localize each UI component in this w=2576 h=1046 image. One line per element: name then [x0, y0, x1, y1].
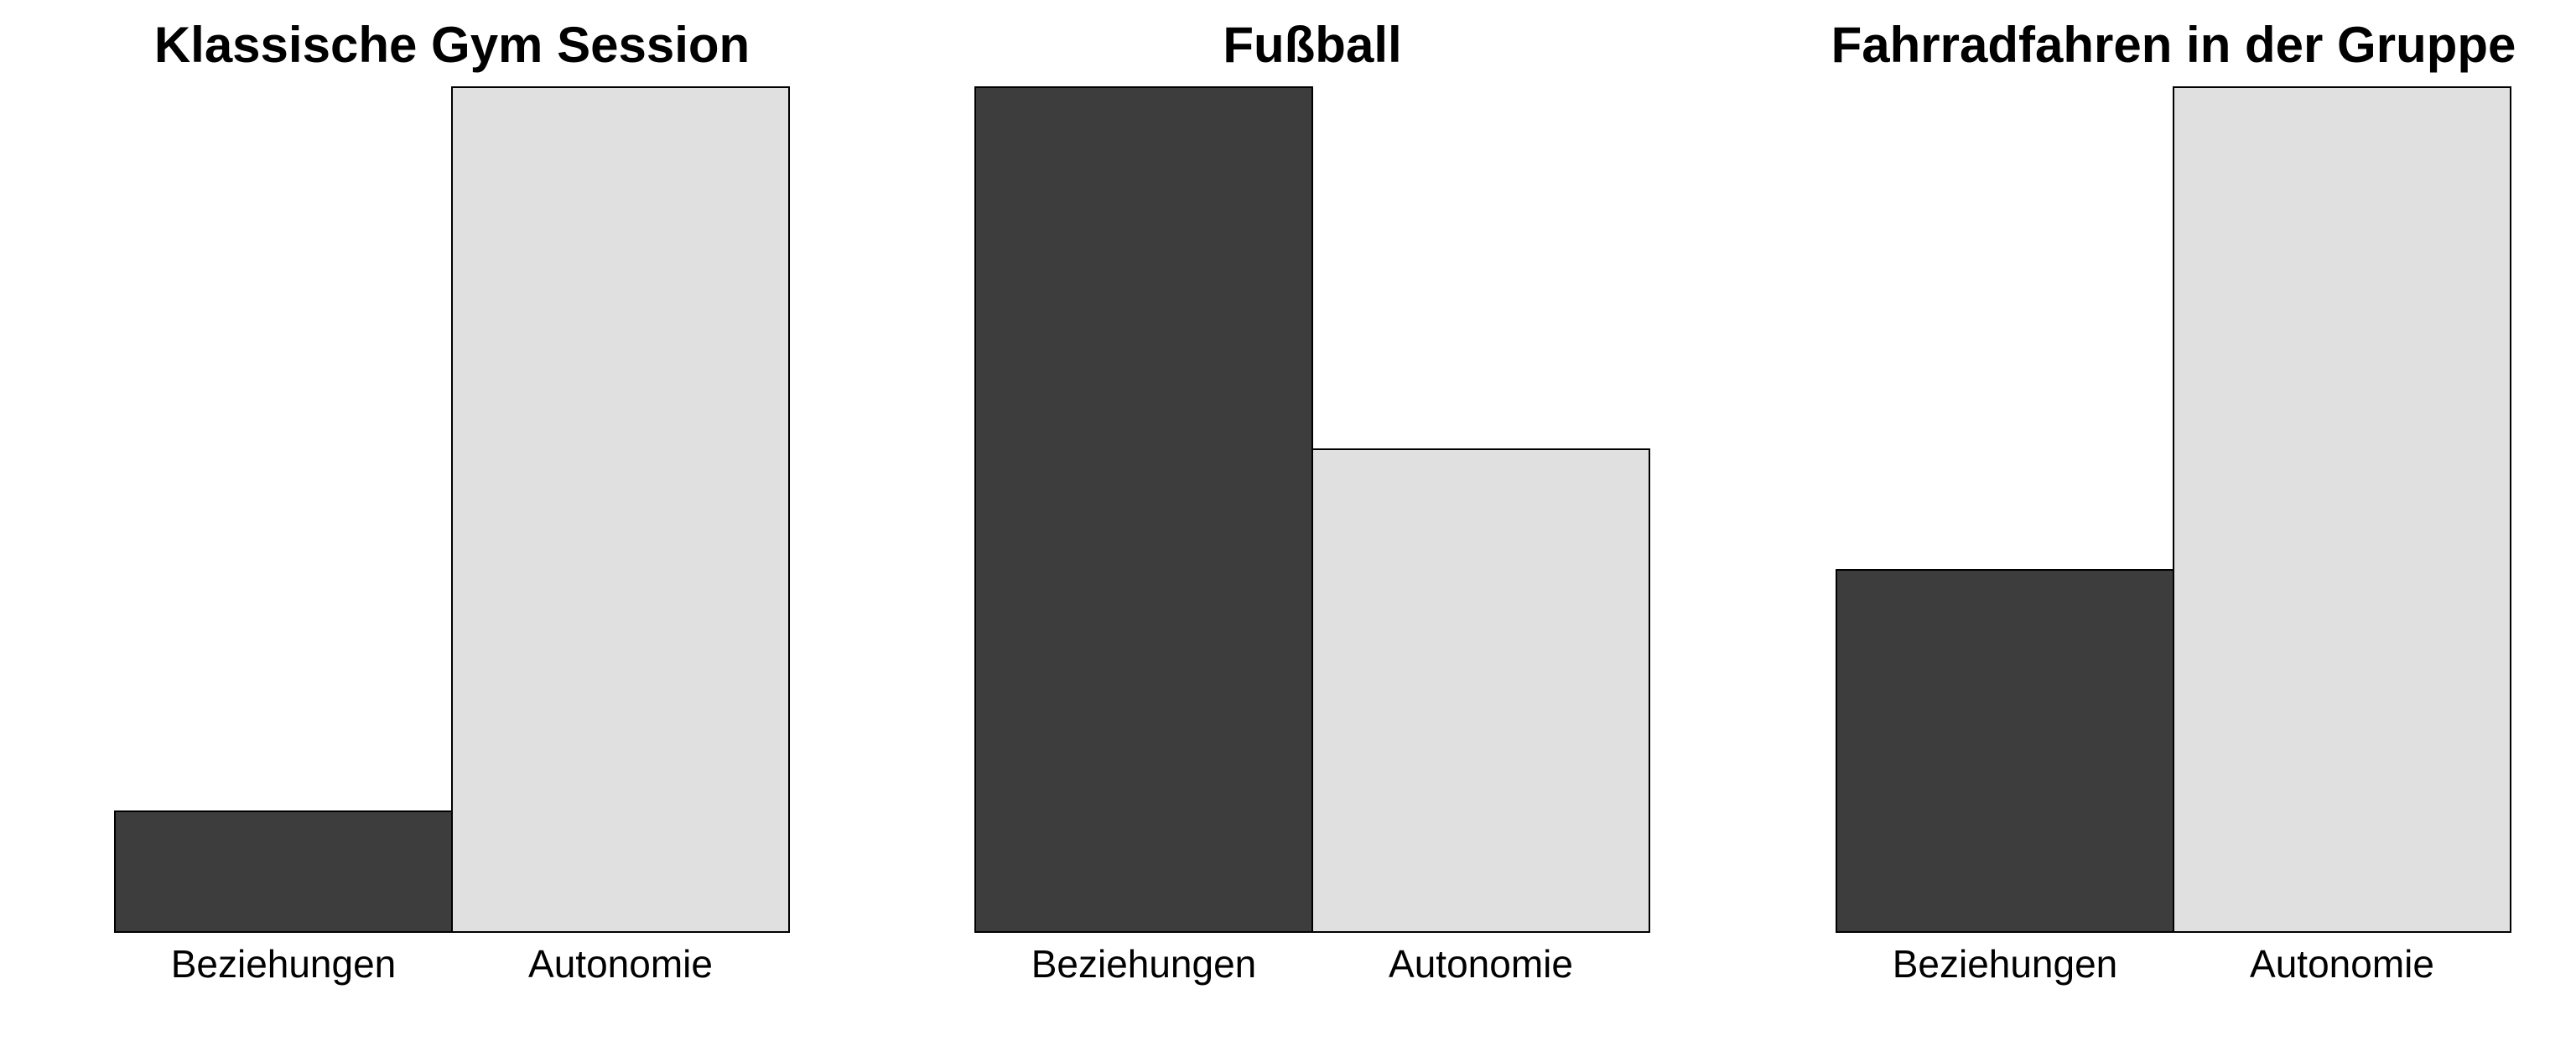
- chart-panel-1: Klassische Gym Session Beziehungen Autonom…: [114, 17, 790, 986]
- bar-beziehungen: [114, 810, 453, 933]
- bar-autonomie: [1311, 448, 1650, 933]
- panel-title: Fahrradfahren in der Gruppe: [1831, 17, 2516, 73]
- bar-autonomie: [451, 86, 790, 933]
- panel-title: Klassische Gym Session: [154, 17, 750, 73]
- category-label-beziehungen: Beziehungen: [1031, 942, 1257, 986]
- bar-beziehungen: [974, 86, 1313, 933]
- category-label-autonomie: Autonomie: [2250, 942, 2434, 986]
- panel-title: Fußball: [1223, 17, 1401, 73]
- category-label-autonomie: Autonomie: [1389, 942, 1573, 986]
- chart-panel-2: Fußball Beziehungen Autonomie: [974, 17, 1650, 986]
- bar-autonomie: [2173, 86, 2511, 933]
- category-label-beziehungen: Beziehungen: [171, 942, 397, 986]
- chart-panel-3: Fahrradfahren in der Gruppe Beziehungen Au…: [1831, 17, 2516, 986]
- category-label-autonomie: Autonomie: [528, 942, 713, 986]
- bar-beziehungen: [1836, 569, 2174, 933]
- category-label-beziehungen: Beziehungen: [1893, 942, 2118, 986]
